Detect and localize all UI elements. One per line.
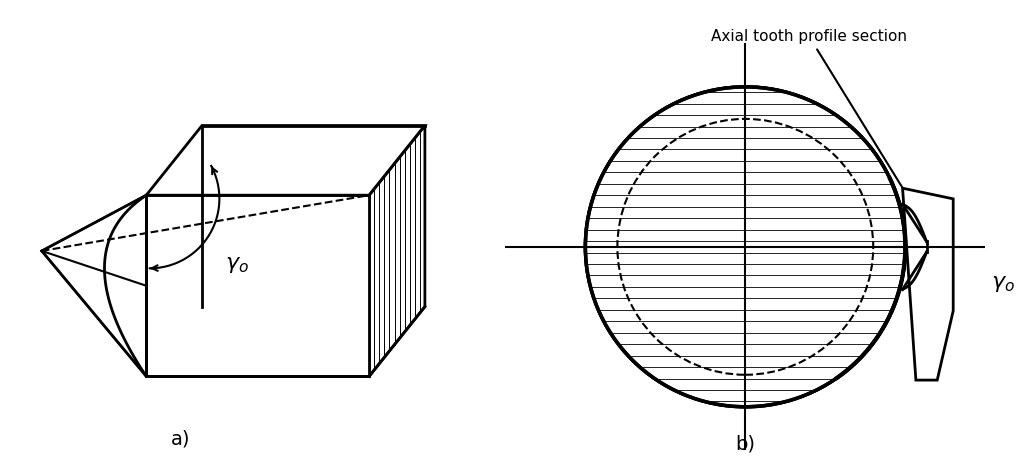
- Polygon shape: [370, 126, 425, 376]
- Polygon shape: [902, 188, 953, 380]
- Polygon shape: [146, 195, 370, 376]
- Text: $\gamma_o$: $\gamma_o$: [225, 255, 249, 275]
- Text: a): a): [171, 430, 190, 448]
- Circle shape: [586, 87, 905, 407]
- Text: b): b): [735, 435, 756, 453]
- Text: Axial tooth profile section: Axial tooth profile section: [712, 29, 914, 207]
- Text: $\gamma_o$: $\gamma_o$: [990, 274, 1015, 294]
